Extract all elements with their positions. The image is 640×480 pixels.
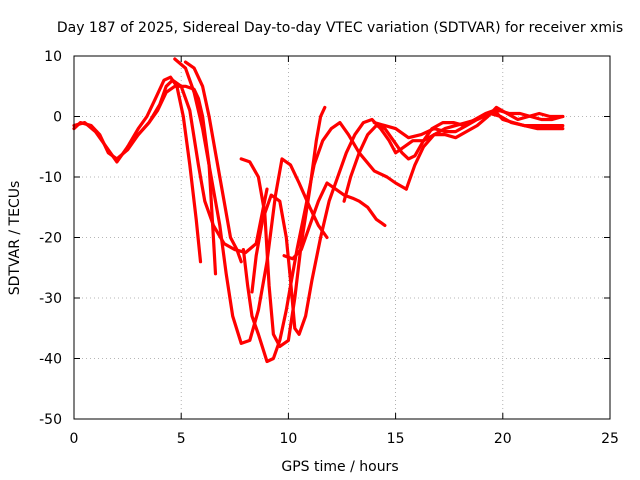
series-line-6: [239, 105, 327, 348]
x-tick-label: 20: [494, 431, 512, 447]
x-tick-label: 5: [177, 431, 186, 447]
x-axis-label: GPS time / hours: [281, 459, 398, 475]
x-tick-label: 15: [387, 431, 405, 447]
y-tick-label: 10: [44, 49, 62, 65]
y-axis-label: SDTVAR / TECUs: [7, 181, 23, 296]
series-line-2: [72, 75, 203, 264]
y-tick-label: -50: [39, 412, 62, 428]
series-line-9: [282, 181, 387, 261]
traces-layer: [72, 57, 565, 364]
series-line-1: [72, 78, 269, 255]
y-tick-label: -20: [39, 231, 62, 247]
ticks-layer: 0 5 10 15 20 25 -50 -40 -30 -20 -10 0 10: [39, 49, 619, 447]
x-tick-label: 0: [70, 431, 79, 447]
y-tick-label: -10: [39, 170, 62, 186]
y-tick-label: 0: [53, 110, 62, 126]
chart-title: Day 187 of 2025, Sidereal Day-to-day VTE…: [57, 20, 623, 36]
series-line-12: [404, 105, 565, 191]
series-line-8: [250, 108, 565, 336]
y-tick-label: -30: [39, 291, 62, 307]
y-tick-label: -40: [39, 352, 62, 368]
series-line-7: [241, 120, 408, 364]
x-tick-label: 25: [601, 431, 619, 447]
series-line-5: [183, 60, 243, 264]
series-line-11: [372, 111, 565, 140]
x-tick-label: 10: [279, 431, 297, 447]
series-line-4: [173, 57, 329, 345]
